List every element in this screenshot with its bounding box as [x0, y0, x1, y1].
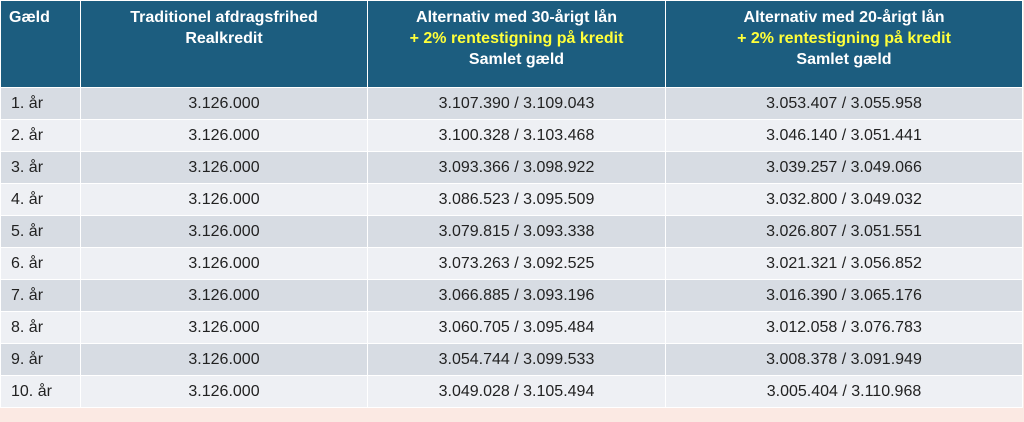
cell: 3.107.390 / 3.109.043 — [367, 87, 666, 120]
table-row: 10. år 3.126.000 3.049.028 / 3.105.494 3.00… — [0, 375, 1023, 408]
cell: 3.126.000 — [80, 215, 368, 248]
header-cell: Alternativ med 20-årigt lån + 2% rentest… — [665, 0, 1023, 88]
header-text: Alternativ med 20-årigt lån — [743, 9, 945, 26]
table-row: 6. år 3.126.000 3.073.263 / 3.092.525 3.021… — [0, 247, 1023, 280]
header-cell: Traditionel afdragsfrihed Realkredit — [80, 0, 368, 88]
cell: 3.126.000 — [80, 247, 368, 280]
cell: 3.086.523 / 3.095.509 — [367, 183, 666, 216]
table: Gæld Traditionel afdragsfrihed Realkredi… — [0, 0, 1023, 408]
cell: 3.053.407 / 3.055.958 — [665, 87, 1023, 120]
cell: 3.026.807 / 3.051.551 — [665, 215, 1023, 248]
table-row: 9. år 3.126.000 3.054.744 / 3.099.533 3.008… — [0, 343, 1023, 376]
row-label: 3. år — [0, 151, 81, 184]
header-text: Alternativ med 30-årigt lån — [416, 9, 617, 26]
cell: 3.008.378 / 3.091.949 — [665, 343, 1023, 376]
table-row: 5. år 3.126.000 3.079.815 / 3.093.338 3.026… — [0, 215, 1023, 248]
cell: 3.126.000 — [80, 279, 368, 312]
cell: 3.016.390 / 3.065.176 — [665, 279, 1023, 312]
cell: 3.126.000 — [80, 119, 368, 152]
cell: 3.060.705 / 3.095.484 — [367, 311, 666, 344]
row-label: 1. år — [0, 87, 81, 120]
row-label: 4. år — [0, 183, 81, 216]
row-label: 10. år — [0, 375, 81, 408]
table-row: 1. år 3.126.000 3.107.390 / 3.109.043 3.053… — [0, 87, 1023, 120]
table-body: 1. år 3.126.000 3.107.390 / 3.109.043 3.053… — [0, 87, 1023, 408]
header-highlight: + 2% rentestigning på kredit — [409, 30, 624, 47]
row-label: 9. år — [0, 343, 81, 376]
cell: 3.021.321 / 3.056.852 — [665, 247, 1023, 280]
table-row: 4. år 3.126.000 3.086.523 / 3.095.509 3.032… — [0, 183, 1023, 216]
cell: 3.012.058 / 3.076.783 — [665, 311, 1023, 344]
table-row: 7. år 3.126.000 3.066.885 / 3.093.196 3.016… — [0, 279, 1023, 312]
header-text: Realkredit — [185, 30, 263, 47]
cell: 3.126.000 — [80, 311, 368, 344]
cell: 3.039.257 / 3.049.066 — [665, 151, 1023, 184]
cell: 3.049.028 / 3.105.494 — [367, 375, 666, 408]
cell: 3.126.000 — [80, 375, 368, 408]
row-label: 5. år — [0, 215, 81, 248]
cell: 3.066.885 / 3.093.196 — [367, 279, 666, 312]
cell: 3.126.000 — [80, 343, 368, 376]
cell: 3.126.000 — [80, 87, 368, 120]
cell: 3.005.404 / 3.110.968 — [665, 375, 1023, 408]
cell: 3.126.000 — [80, 151, 368, 184]
cell: 3.079.815 / 3.093.338 — [367, 215, 666, 248]
cell: 3.100.328 / 3.103.468 — [367, 119, 666, 152]
cell: 3.093.366 / 3.098.922 — [367, 151, 666, 184]
header-cell: Alternativ med 30-årigt lån + 2% rentest… — [367, 0, 666, 88]
row-label: 6. år — [0, 247, 81, 280]
cell: 3.073.263 / 3.092.525 — [367, 247, 666, 280]
header-text: Samlet gæld — [468, 51, 565, 68]
table-row: 8. år 3.126.000 3.060.705 / 3.095.484 3.012… — [0, 311, 1023, 344]
cell: 3.046.140 / 3.051.441 — [665, 119, 1023, 152]
cell: 3.032.800 / 3.049.032 — [665, 183, 1023, 216]
header-text: Gæld — [9, 9, 50, 26]
row-label: 2. år — [0, 119, 81, 152]
cell: 3.054.744 / 3.099.533 — [367, 343, 666, 376]
header-row: Gæld Traditionel afdragsfrihed Realkredi… — [0, 0, 1023, 88]
header-text: Traditionel afdragsfrihed — [130, 9, 318, 26]
cell: 3.126.000 — [80, 183, 368, 216]
header-cell: Gæld — [0, 0, 81, 88]
header-text: Samlet gæld — [796, 51, 892, 68]
row-label: 7. år — [0, 279, 81, 312]
table-row: 2. år 3.126.000 3.100.328 / 3.103.468 3.046… — [0, 119, 1023, 152]
table-row: 3. år 3.126.000 3.093.366 / 3.098.922 3.039… — [0, 151, 1023, 184]
header-highlight: + 2% rentestigning på kredit — [737, 30, 951, 47]
row-label: 8. år — [0, 311, 81, 344]
